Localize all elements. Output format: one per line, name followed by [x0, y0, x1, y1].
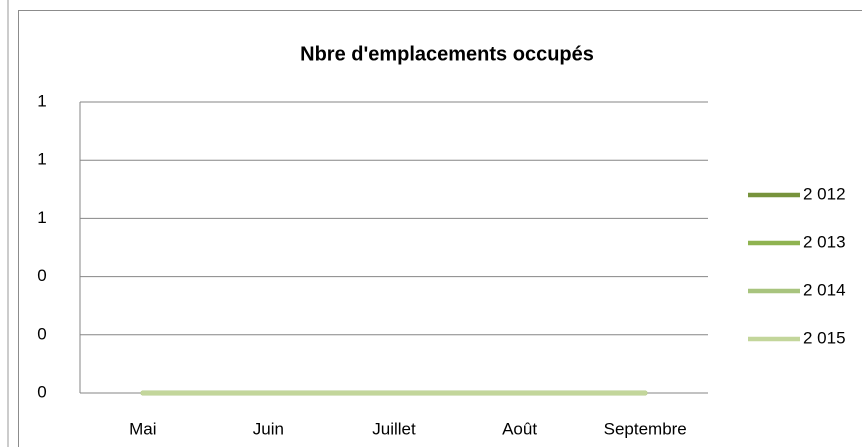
y-tick-label: 1 — [37, 91, 46, 110]
x-tick-label: Mai — [129, 419, 156, 438]
y-tick-label: 0 — [37, 382, 46, 401]
x-tick-label: Septembre — [604, 419, 687, 438]
x-tick-label: Juin — [253, 419, 284, 438]
y-tick-label: 1 — [37, 150, 46, 169]
legend-label: 2 013 — [803, 232, 846, 251]
legend-label: 2 014 — [803, 280, 846, 299]
x-tick-label: Août — [502, 419, 537, 438]
y-tick-label: 0 — [37, 266, 46, 285]
y-tick-label: 0 — [37, 324, 46, 343]
y-tick-label: 1 — [37, 208, 46, 227]
x-tick-label: Juillet — [372, 419, 416, 438]
legend-label: 2 012 — [803, 184, 846, 203]
legend-label: 2 015 — [803, 328, 846, 347]
chart-frame — [18, 10, 862, 447]
chart-title: Nbre d'emplacements occupés — [300, 43, 594, 65]
